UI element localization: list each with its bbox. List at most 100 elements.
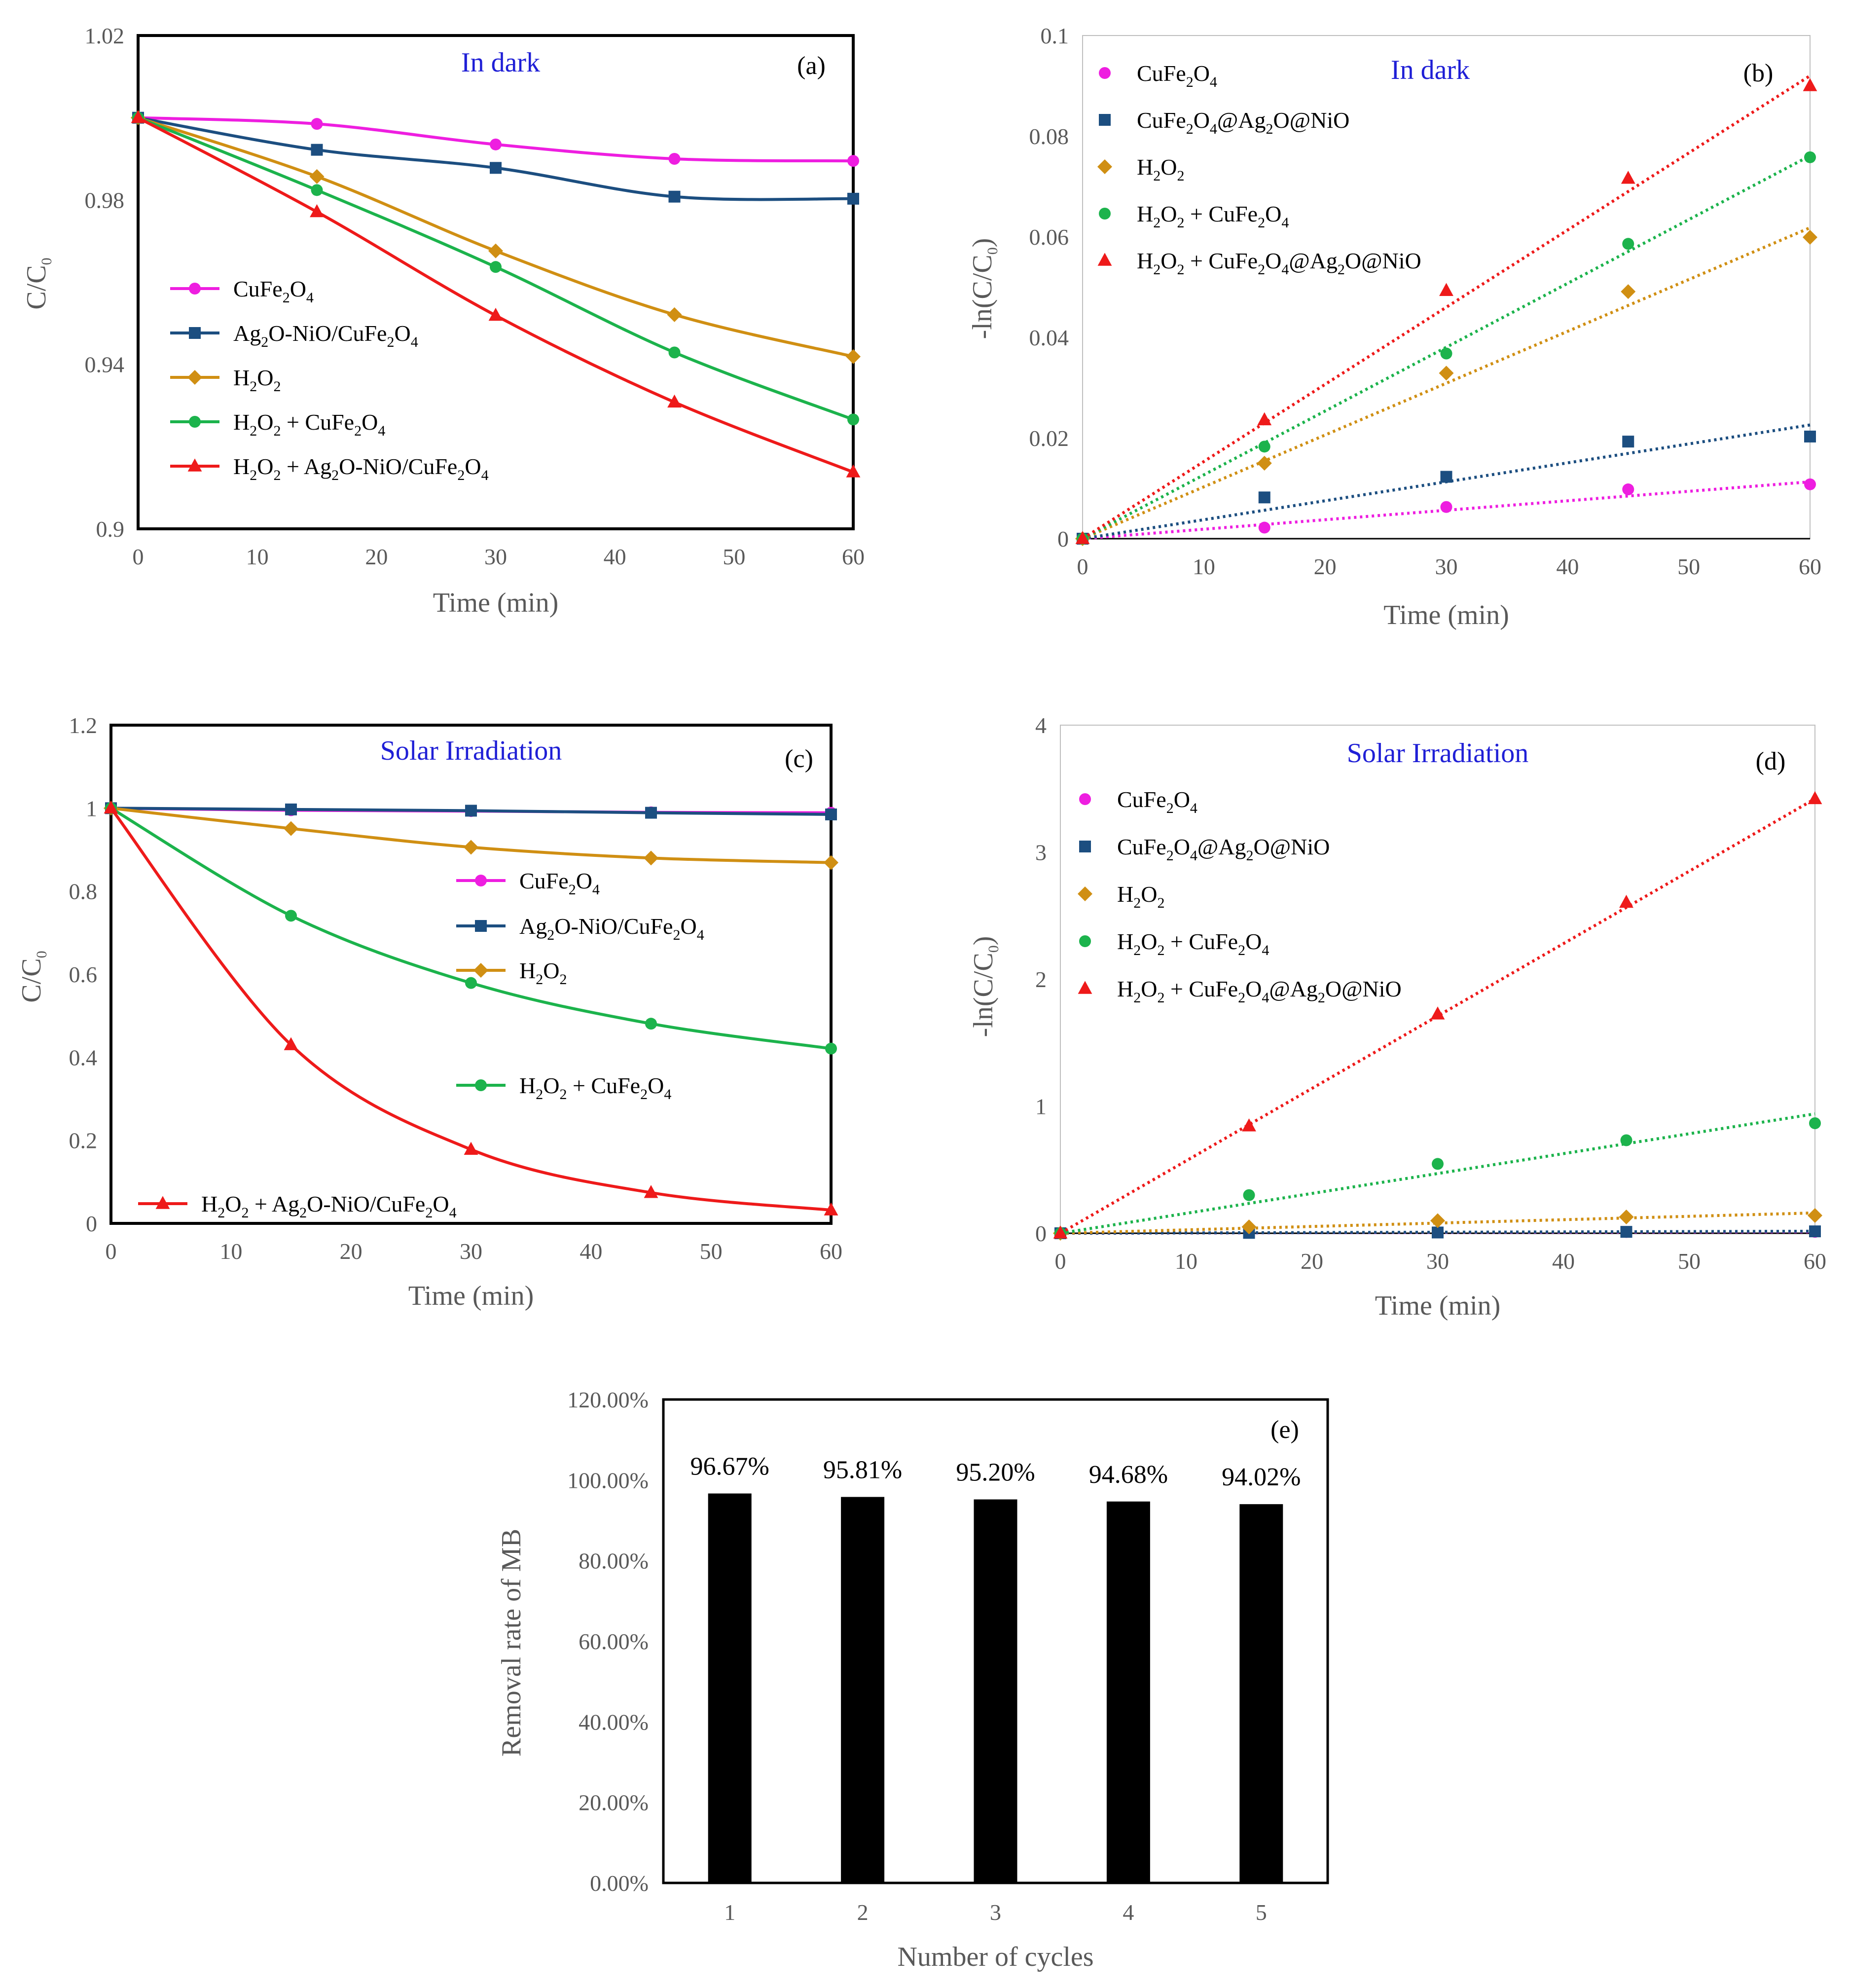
data-point-H2O2: [667, 307, 682, 322]
bar-cycle-2: [841, 1497, 885, 1883]
legend-label: H2​O2​ + CuFe2​O4​@Ag2​O@NiO: [1117, 976, 1402, 1006]
x-tick-label: 40: [1556, 554, 1579, 579]
legend: CuFe2​O4​ Ag2​O-NiO/CuFe2​O4​ H2​O2​ H2​O2​…: [138, 868, 704, 1221]
chart-panel-3: 0 0.2 0.4 0.6 0.8 1 1.2 0 10 20 30 40 50 60 Time (min)…: [16, 713, 842, 1311]
panel-letter: (e): [1270, 1416, 1299, 1444]
data-point-AgNiO: [1258, 491, 1270, 504]
x-tick-label: 4: [1123, 1900, 1134, 1925]
series-line-H2O2_AgNiO: [109, 807, 832, 1212]
legend-label: CuFe2​O4​: [1117, 787, 1197, 816]
bar-cycle-1: [708, 1493, 752, 1883]
legend: CuFe2​O4​ Ag2​O-NiO/CuFe2​O4​ H2​O2​ H2​O2​…: [170, 276, 489, 483]
data-point-H2O2_AgNiO: [1242, 1118, 1256, 1132]
x-tick-label: 10: [1175, 1249, 1197, 1274]
legend-swatch-marker: [1078, 886, 1092, 901]
data-point-H2O2_AgNiO: [846, 464, 861, 478]
x-tick-label: 40: [1552, 1249, 1575, 1274]
data-point-H2O2_AgNiO: [1439, 283, 1453, 296]
data-point-H2O2_CuFe2O4: [1258, 441, 1270, 453]
y-axis-label: -ln(C/C0​): [967, 238, 1001, 339]
data-point-H2O2: [1621, 284, 1636, 299]
data-point-CuFe2O4: [847, 155, 859, 167]
y-tick-label: 0.6: [69, 962, 98, 987]
y-tick-label: 80.00%: [579, 1548, 649, 1574]
x-axis-label: Number of cycles: [897, 1942, 1093, 1972]
data-point-H2O2_AgNiO: [131, 110, 145, 123]
x-axis-label: Time (min): [408, 1281, 534, 1311]
legend-swatch-marker: [1099, 114, 1111, 126]
data-point-AgNiO: [465, 805, 477, 817]
data-point-CuFe2O4: [1622, 483, 1634, 496]
data-point-AgNiO: [1804, 430, 1816, 442]
y-axis-label: C/C0​: [16, 951, 50, 1002]
data-point-H2O2_AgNiO: [1803, 78, 1817, 91]
data-point-AgNiO: [285, 803, 297, 815]
x-tick-label: 0: [133, 544, 144, 569]
x-tick-label: 20: [365, 544, 388, 569]
x-tick-label: 0: [1077, 554, 1088, 579]
x-tick-label: 10: [246, 544, 269, 569]
data-point-H2O2_AgNiO: [488, 307, 503, 321]
y-tick-label: 1.2: [69, 713, 98, 738]
data-point-H2O2_AgNiO: [1257, 412, 1272, 426]
y-tick-label: 1.02: [85, 23, 125, 48]
y-tick-label: 0.1: [1041, 23, 1069, 48]
data-point-AgNiO: [490, 162, 502, 174]
x-tick-label: 10: [1193, 554, 1215, 579]
x-tick-label: 30: [1426, 1249, 1449, 1274]
x-tick-label: 20: [340, 1239, 363, 1264]
legend-label: CuFe2​O4​: [1137, 61, 1217, 90]
data-point-H2O2_CuFe2O4: [847, 413, 859, 426]
legend: CuFe2​O4​ CuFe2​O4​@Ag2​O@NiO H2​O2​ H2​O2​…: [1097, 61, 1421, 278]
trendline-H2O2: [1082, 226, 1811, 540]
y-tick-label: 0: [86, 1211, 97, 1236]
chart-panel-5: 0.00% 20.00% 40.00% 60.00% 80.00% 100.00% 120.…: [496, 1387, 1329, 1972]
legend-label: CuFe2​O4​: [519, 868, 600, 898]
data-point-H2O2: [1257, 456, 1272, 471]
y-tick-label: 4: [1035, 713, 1047, 738]
panel-annotation: In dark: [461, 47, 540, 78]
panel-letter: (d): [1756, 747, 1786, 775]
legend-label: H2​O2​ + CuFe2​O4​@Ag2​O@NiO: [1137, 248, 1421, 278]
data-point-CuFe2O4: [1804, 478, 1816, 490]
y-tick-label: 0.00%: [590, 1871, 649, 1896]
data-point-AgNiO: [1622, 436, 1634, 448]
data-point-H2O2: [824, 855, 838, 870]
y-tick-label: 0: [1035, 1221, 1047, 1246]
legend-label: CuFe2​O4​: [233, 276, 314, 306]
data-point-H2O2_AgNiO: [644, 1185, 658, 1198]
plot-frame: [109, 724, 833, 1225]
legend-swatch-marker: [1079, 935, 1091, 947]
data-point-H2O2: [488, 243, 503, 258]
legend-swatch-marker: [475, 1079, 487, 1091]
panel-annotation: In dark: [1391, 55, 1470, 85]
data-point-AgNiO: [668, 190, 681, 203]
legend-swatch-marker: [475, 875, 487, 886]
legend-swatch-marker: [187, 370, 202, 385]
legend-label: H2​O2​: [233, 365, 281, 395]
x-tick-label: 60: [842, 544, 865, 569]
data-point-H2O2_AgNiO: [1075, 531, 1090, 544]
y-tick-label: 120.00%: [567, 1387, 649, 1412]
panel-annotation: Solar Irradiation: [380, 736, 562, 766]
data-point-H2O2_CuFe2O4: [1440, 347, 1452, 360]
data-point-H2O2_CuFe2O4: [1620, 1134, 1632, 1146]
legend-swatch-marker: [187, 458, 202, 472]
y-tick-label: 0.04: [1029, 325, 1069, 350]
y-tick-label: 40.00%: [579, 1709, 649, 1734]
x-tick-label: 60: [1799, 554, 1821, 579]
legend-swatch-marker: [1099, 67, 1111, 79]
x-tick-label: 0: [1055, 1249, 1066, 1274]
data-point-CuFe2O4: [311, 118, 323, 130]
y-tick-label: 0.9: [96, 516, 125, 542]
legend-swatch-marker: [473, 963, 488, 978]
data-point-H2O2_CuFe2O4: [825, 1042, 837, 1055]
panel-letter: (b): [1743, 59, 1774, 87]
data-point-H2O2_CuFe2O4: [645, 1018, 657, 1030]
data-point-H2O2_AgNiO: [1808, 791, 1822, 805]
data-point-H2O2: [309, 169, 325, 184]
legend-swatch-marker: [1097, 159, 1112, 174]
bar-data-label: 94.68%: [1089, 1461, 1168, 1489]
y-tick-label: 0.08: [1029, 124, 1069, 149]
